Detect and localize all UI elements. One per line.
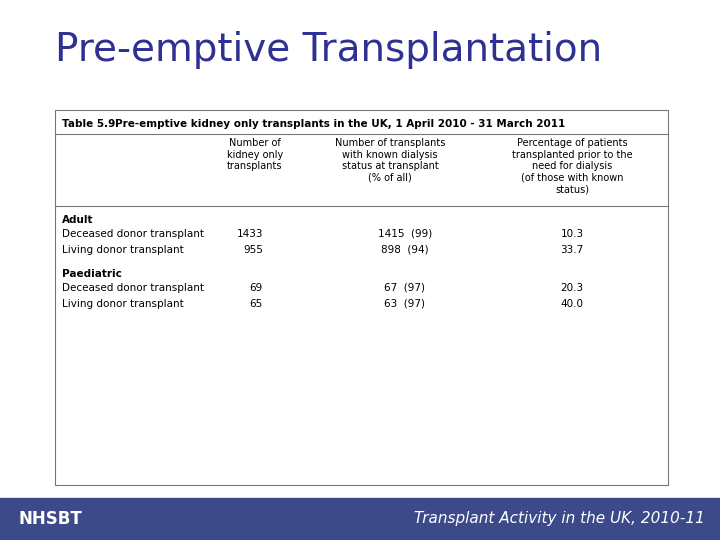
Text: Living donor transplant: Living donor transplant — [62, 299, 184, 309]
Text: Pre-emptive Transplantation: Pre-emptive Transplantation — [55, 31, 602, 69]
Text: 63  (97): 63 (97) — [384, 299, 426, 309]
Text: 69: 69 — [250, 283, 263, 293]
Text: 20.3: 20.3 — [560, 283, 584, 293]
Text: Number of transplants
with known dialysis
status at transplant
(% of all): Number of transplants with known dialysi… — [335, 138, 445, 183]
Text: 40.0: 40.0 — [560, 299, 583, 309]
Text: 1415  (99): 1415 (99) — [378, 229, 432, 239]
Text: Table 5.9: Table 5.9 — [62, 119, 115, 129]
Text: 898  (94): 898 (94) — [381, 245, 429, 255]
Text: 67  (97): 67 (97) — [384, 283, 426, 293]
Text: 955: 955 — [243, 245, 263, 255]
Text: Adult: Adult — [62, 215, 94, 225]
Text: Living donor transplant: Living donor transplant — [62, 245, 184, 255]
Text: 65: 65 — [250, 299, 263, 309]
Text: Deceased donor transplant: Deceased donor transplant — [62, 229, 204, 239]
Text: Pre-emptive kidney only transplants in the UK, 1 April 2010 - 31 March 2011: Pre-emptive kidney only transplants in t… — [115, 119, 565, 129]
Bar — [55, 110, 668, 485]
Bar — [0, 498, 720, 540]
Text: Transplant Activity in the UK, 2010-11: Transplant Activity in the UK, 2010-11 — [414, 511, 705, 526]
Text: Paediatric: Paediatric — [62, 269, 122, 279]
Text: 33.7: 33.7 — [560, 245, 584, 255]
Text: Percentage of patients
transplanted prior to the
need for dialysis
(of those wit: Percentage of patients transplanted prio… — [512, 138, 632, 194]
Text: 10.3: 10.3 — [560, 229, 584, 239]
Text: 1433: 1433 — [236, 229, 263, 239]
Text: NHSBT: NHSBT — [18, 510, 82, 528]
Text: Number of
kidney only
transplants: Number of kidney only transplants — [227, 138, 283, 171]
Text: Deceased donor transplant: Deceased donor transplant — [62, 283, 204, 293]
